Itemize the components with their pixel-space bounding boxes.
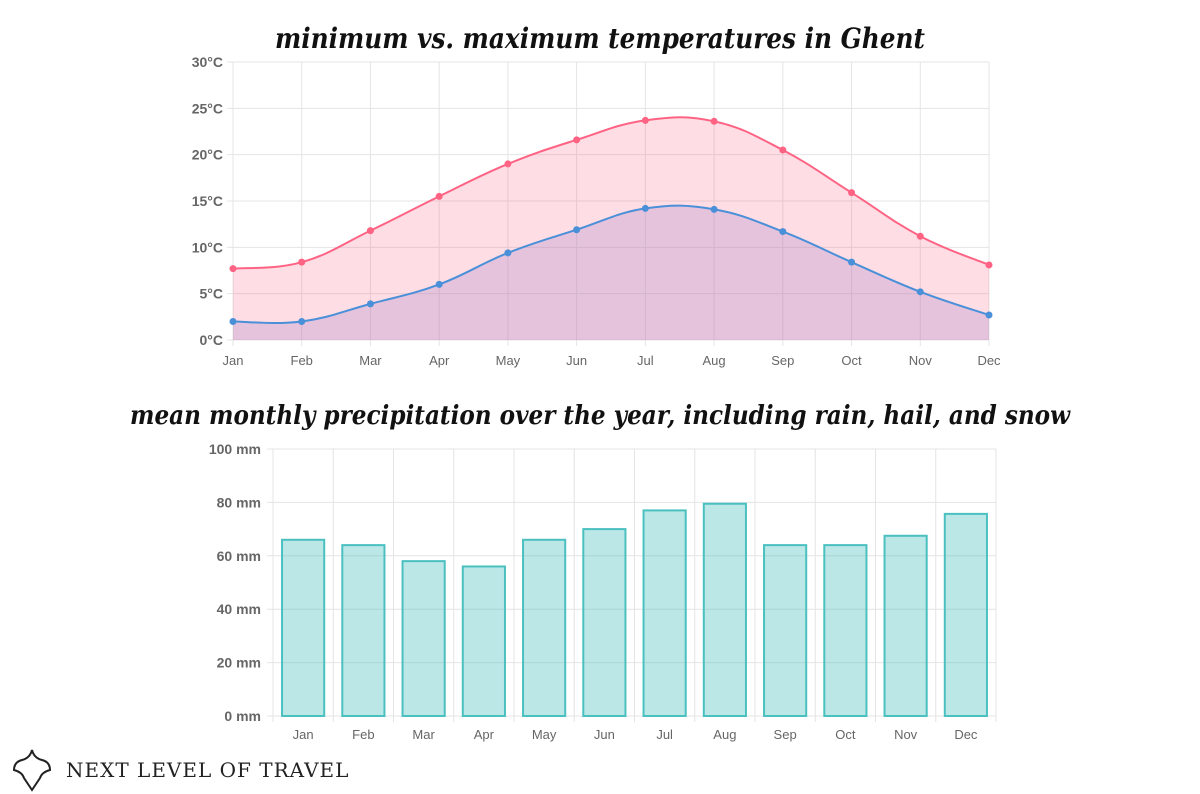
point-min <box>710 205 718 213</box>
bar-nov <box>883 534 928 718</box>
y-tick-label: 0 mm <box>224 708 261 724</box>
x-tick-label: Jan <box>293 727 314 742</box>
x-tick-label: Jan <box>223 353 244 368</box>
bar-feb <box>341 544 386 717</box>
y-tick-label: 80 mm <box>217 494 261 510</box>
x-tick-label: Apr <box>429 353 450 368</box>
point-min <box>435 280 443 288</box>
bar-sep <box>763 544 808 717</box>
y-tick-label: 20°C <box>192 147 223 163</box>
point-max <box>985 261 993 269</box>
bar-mar <box>401 560 446 718</box>
bar-jun <box>582 528 627 717</box>
point-max <box>298 258 306 266</box>
point-min <box>779 228 787 236</box>
compass-logo-icon <box>12 749 52 792</box>
bar-jul <box>642 509 687 717</box>
point-max <box>848 189 856 197</box>
point-min <box>229 317 237 325</box>
x-tick-label: Jun <box>594 727 615 742</box>
line-min <box>232 204 990 325</box>
bar-apr <box>461 565 506 717</box>
x-tick-label: Jul <box>656 727 673 742</box>
x-tick-label: Aug <box>703 353 726 368</box>
x-tick-label: Aug <box>713 727 736 742</box>
bar-dec <box>943 512 988 717</box>
x-tick-label: Feb <box>291 353 313 368</box>
point-max <box>435 192 443 200</box>
area-max <box>233 117 989 340</box>
bar-may <box>522 538 567 718</box>
x-tick-label: Sep <box>774 727 797 742</box>
x-tick-label: Apr <box>474 727 495 742</box>
point-min <box>573 226 581 234</box>
x-tick-label: Jun <box>566 353 587 368</box>
point-max <box>229 265 237 273</box>
chart-title-precipitation: mean monthly precipitation over the year… <box>130 401 1071 431</box>
point-max <box>916 232 924 240</box>
y-tick-label: 0°C <box>200 332 224 348</box>
bar-oct <box>823 544 868 717</box>
point-max <box>641 116 649 124</box>
x-tick-label: Nov <box>894 727 918 742</box>
x-tick-label: Dec <box>954 727 978 742</box>
point-max <box>573 136 581 144</box>
brand-logo: NEXT LEVEL OF TRAVEL <box>12 748 349 792</box>
point-min <box>985 311 993 319</box>
y-tick-label: 60 mm <box>217 548 261 564</box>
point-min <box>504 249 512 257</box>
x-tick-label: Oct <box>841 353 862 368</box>
point-max <box>779 146 787 154</box>
y-tick-label: 25°C <box>192 100 223 116</box>
x-tick-label: Sep <box>771 353 794 368</box>
bar-jan <box>281 538 326 718</box>
x-tick-label: May <box>496 353 521 368</box>
x-tick-label: Mar <box>359 353 382 368</box>
bar-aug <box>702 502 747 717</box>
y-tick-label: 100 mm <box>209 441 261 457</box>
point-max <box>710 117 718 125</box>
x-tick-label: Mar <box>412 727 435 742</box>
y-tick-label: 5°C <box>200 286 224 302</box>
point-min <box>641 204 649 212</box>
x-tick-label: Dec <box>977 353 1001 368</box>
x-tick-label: Jul <box>637 353 654 368</box>
point-min <box>848 258 856 266</box>
y-tick-label: 30°C <box>192 54 223 70</box>
point-min <box>298 317 306 325</box>
point-min <box>916 288 924 296</box>
y-tick-label: 15°C <box>192 193 223 209</box>
brand-name: NEXT LEVEL OF TRAVEL <box>66 758 350 782</box>
y-tick-label: 40 mm <box>217 601 261 617</box>
y-tick-label: 20 mm <box>217 655 261 671</box>
x-tick-label: Oct <box>835 727 856 742</box>
line-max <box>232 116 990 270</box>
point-max <box>366 227 374 235</box>
x-tick-label: Nov <box>909 353 933 368</box>
point-max <box>504 160 512 168</box>
y-tick-label: 10°C <box>192 239 223 255</box>
point-min <box>366 300 374 308</box>
x-tick-label: May <box>532 727 557 742</box>
chart-title-temperature: minimum vs. maximum temperatures in Ghen… <box>275 22 925 55</box>
x-tick-label: Feb <box>352 727 374 742</box>
